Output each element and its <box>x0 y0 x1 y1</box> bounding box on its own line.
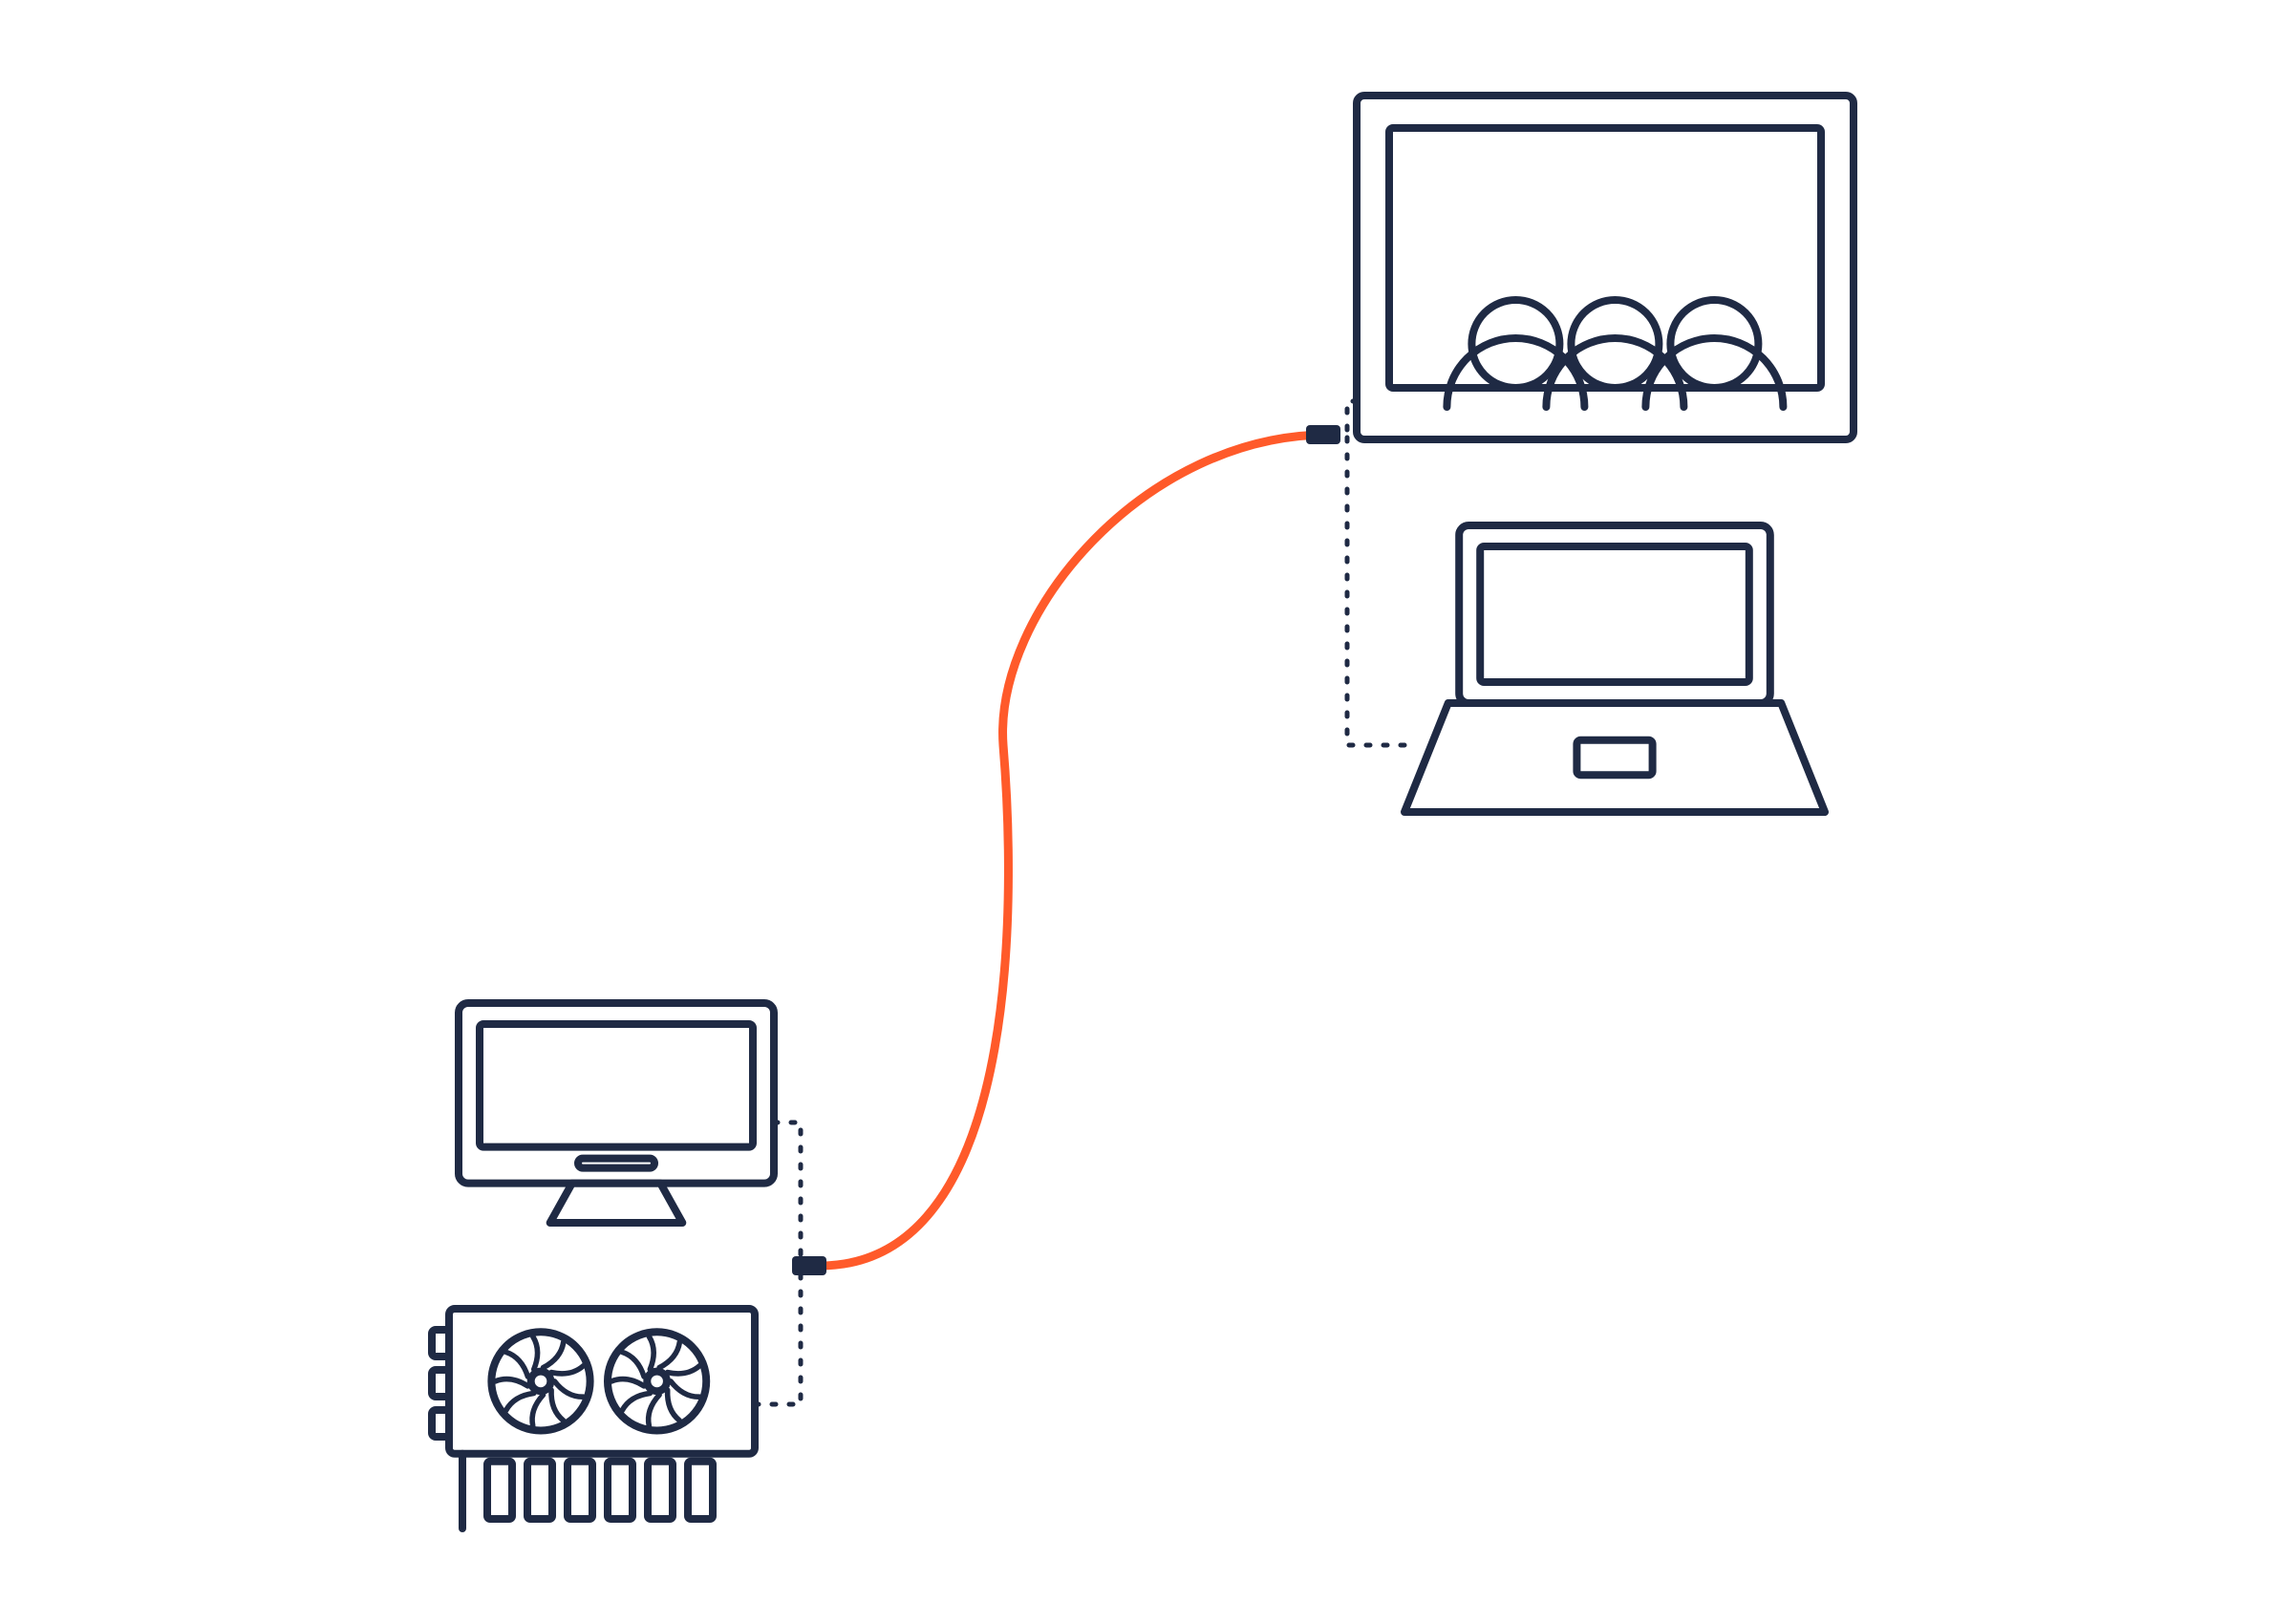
gpu-icon <box>432 1309 755 1528</box>
tv-audience-icon <box>1357 96 1854 439</box>
monitor-icon <box>459 1003 774 1223</box>
cable <box>792 425 1340 1275</box>
laptop-icon <box>1404 525 1825 812</box>
